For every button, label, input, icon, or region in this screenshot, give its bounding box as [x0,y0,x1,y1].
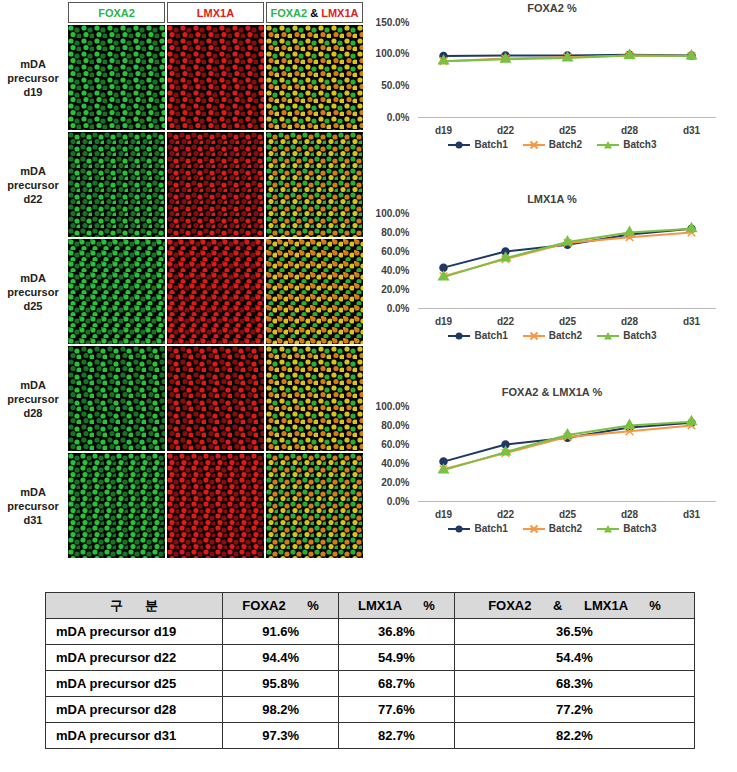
html-text:mDA precursor d22: mDA precursor d22 [56,650,177,665]
html-text:Batch3: Batch3 [623,523,657,534]
svg-text:40.0%: 40.0% [381,458,409,469]
html-text:36.8%: 36.8% [378,624,415,639]
svg-text:20.0%: 20.0% [381,477,409,488]
html-text:구 분: 구 분 [110,597,158,613]
html-text:precursor: precursor [7,178,59,191]
svg-text:d25: d25 [559,125,577,136]
html-text:Batch2: Batch2 [548,139,583,150]
html-text:Batch3: Batch3 [623,139,657,150]
html-text:mDA precursor d25: mDA precursor d25 [56,676,177,691]
svg-text:100.0%: 100.0% [376,401,410,412]
html-text:d28: d28 [23,406,43,419]
svg-text:60.0%: 60.0% [381,439,409,450]
svg-text:20.0%: 20.0% [381,284,409,295]
html-text:d22: d22 [23,192,43,205]
svg-text:50.0%: 50.0% [381,80,409,91]
svg-text:d19: d19 [435,509,453,520]
svg-text:d19: d19 [435,125,453,136]
html-text:77.2%: 77.2% [556,702,593,717]
html-text:Batch2: Batch2 [548,330,583,341]
html-text:97.3%: 97.3% [262,728,300,743]
html-text:95.8%: 95.8% [262,676,300,691]
html-text:94.4%: 94.4% [262,650,300,665]
html-text:77.6%: 77.6% [378,702,415,717]
svg-text:150.0%: 150.0% [376,17,410,28]
html-text:82.2%: 82.2% [556,728,593,743]
svg-text:d31: d31 [683,509,701,520]
svg-text:100.0%: 100.0% [376,48,410,59]
svg-text:0.0%: 0.0% [387,303,410,314]
html-text:36.5%: 36.5% [556,624,593,639]
html-text:LMX1A %: LMX1A % [358,598,435,613]
svg-text:d22: d22 [497,509,515,520]
html-text:precursor: precursor [7,71,59,84]
html-text:d25: d25 [23,299,43,312]
html-text:mDA precursor d28: mDA precursor d28 [56,702,177,717]
html-text:FOXA2 & LMX1A %: FOXA2 & LMX1A % [488,598,661,613]
html-text:Batch1: Batch1 [474,330,508,341]
html-text:mDA: mDA [20,164,46,177]
svg-text:d25: d25 [559,509,577,520]
html-text:91.6%: 91.6% [262,624,300,639]
svg-text:d31: d31 [683,125,701,136]
html-text:precursor: precursor [7,285,59,298]
html-text:LMX1A %: LMX1A % [527,193,577,205]
html-text:FOXA2 & LMX1A %: FOXA2 & LMX1A % [501,386,603,398]
html-text:68.3%: 68.3% [556,676,593,691]
html-text:FOXA2 %: FOXA2 % [242,598,319,613]
html-text:precursor: precursor [7,499,59,512]
html-text:82.7%: 82.7% [378,728,415,743]
svg-text:d22: d22 [497,316,515,327]
html-text:d19: d19 [23,85,43,98]
html-text:FOXA2 %: FOXA2 % [527,2,577,14]
html-text:Batch1: Batch1 [474,139,508,150]
html-text:FOXA2: FOXA2 [98,6,135,19]
svg-text:d19: d19 [435,316,453,327]
svg-text:d28: d28 [621,125,639,136]
html-text:d31: d31 [23,513,43,526]
svg-text:d31: d31 [683,316,701,327]
html-text:mDA: mDA [20,485,46,498]
svg-text:60.0%: 60.0% [381,246,409,257]
html-text:54.4%: 54.4% [556,650,593,665]
html-text:FOXA2 & LMX1A: FOXA2 & LMX1A [270,6,359,19]
html-text:Batch2: Batch2 [548,523,583,534]
html-text:68.7%: 68.7% [378,676,415,691]
html-text:LMX1A: LMX1A [196,6,235,19]
svg-text:80.0%: 80.0% [381,227,409,238]
html-text:mDA: mDA [20,271,46,284]
html-text:mDA: mDA [20,378,46,391]
html-text:98.2%: 98.2% [262,702,300,717]
svg-text:d22: d22 [497,125,515,136]
html-text:precursor: precursor [7,392,59,405]
html-text:mDA precursor d19: mDA precursor d19 [56,624,177,639]
svg-text:0.0%: 0.0% [387,112,410,123]
html-text:mDA: mDA [20,57,46,70]
svg-text:80.0%: 80.0% [381,420,409,431]
html-text:mDA precursor d31: mDA precursor d31 [56,728,177,743]
html-text:Batch3: Batch3 [623,330,657,341]
svg-text:d25: d25 [559,316,577,327]
html-text:54.9%: 54.9% [378,650,415,665]
svg-text:d28: d28 [621,316,639,327]
svg-text:d28: d28 [621,509,639,520]
svg-text:100.0%: 100.0% [376,208,410,219]
svg-text:40.0%: 40.0% [381,265,409,276]
svg-text:0.0%: 0.0% [387,496,410,507]
html-text:Batch1: Batch1 [474,523,508,534]
